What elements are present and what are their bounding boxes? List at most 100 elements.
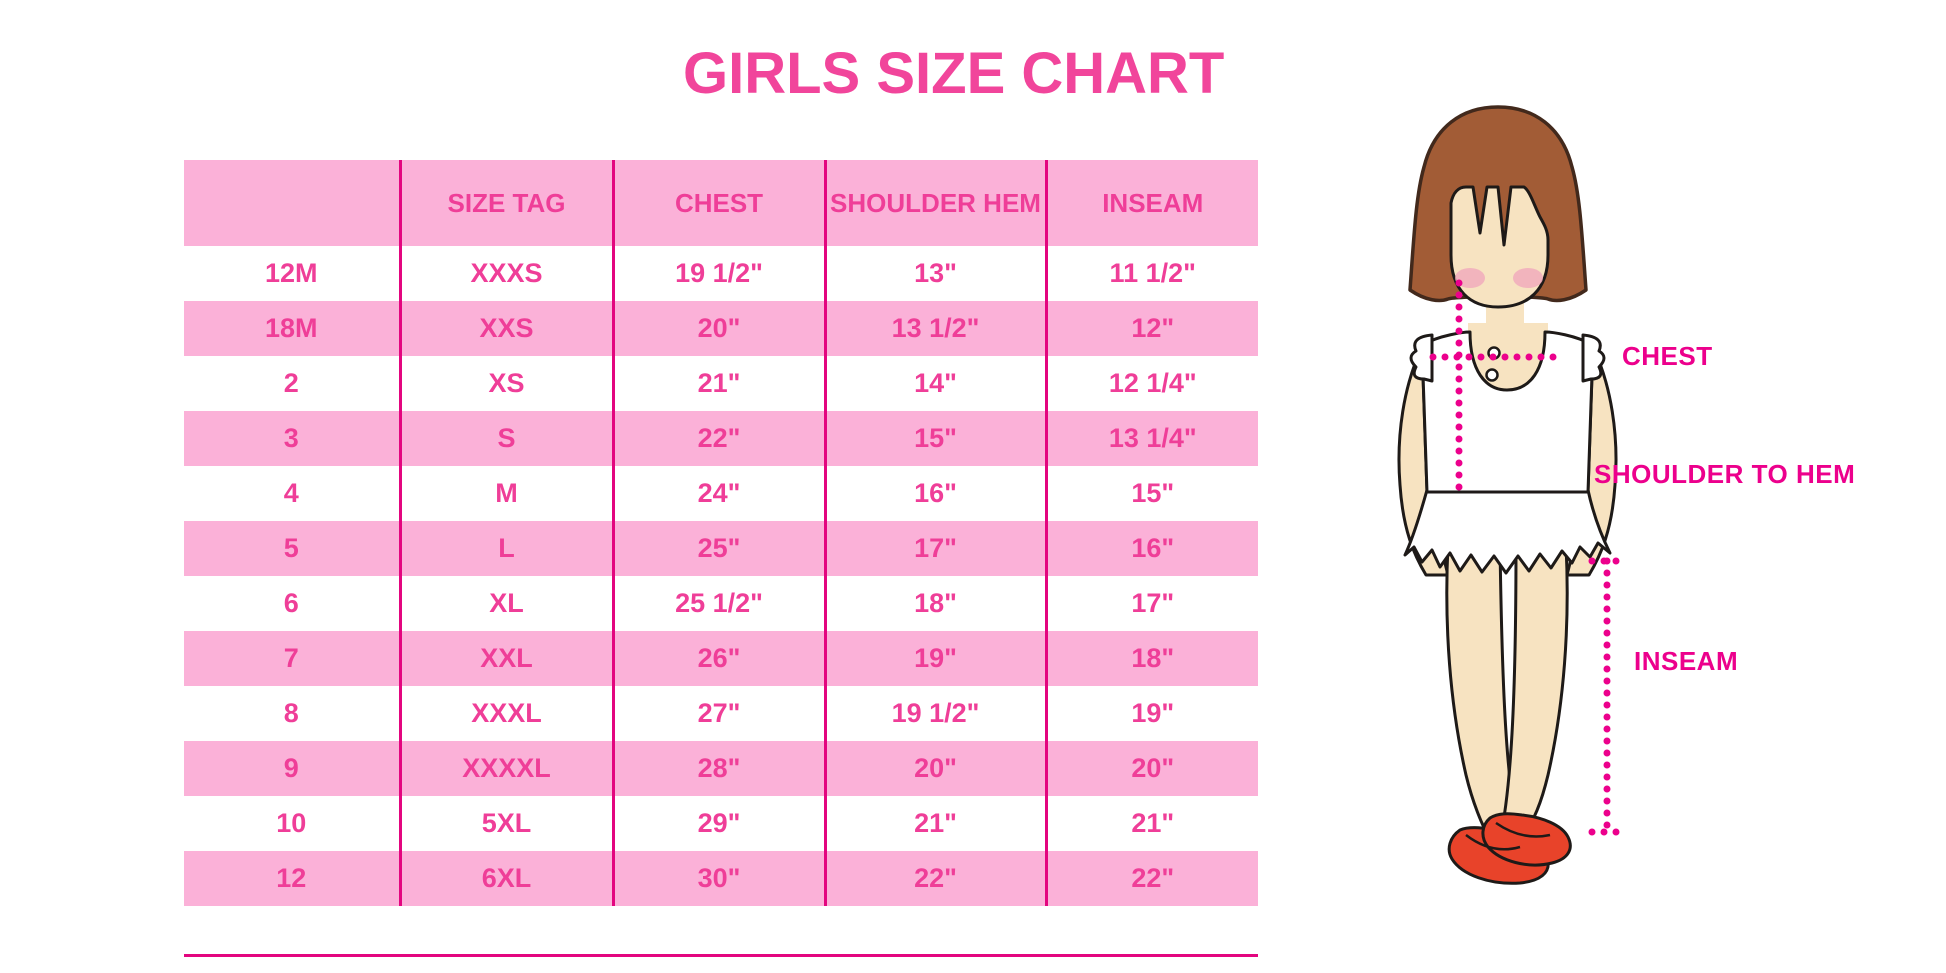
table-cell: 5XL: [400, 796, 615, 851]
page-title: GIRLS SIZE CHART: [683, 41, 1225, 106]
table-cell: 18": [1131, 643, 1175, 673]
column-header: [184, 160, 402, 246]
table-row: 10 5XL 29" 21" 21": [184, 796, 1258, 851]
size-table: SIZE TAG CHEST SHOULDER HEM INSEAM 12M XXXS 1…: [184, 160, 1258, 906]
table-cell: 9: [184, 741, 402, 796]
table-cell: 22": [825, 851, 1048, 906]
size-table-header: SIZE TAG CHEST SHOULDER HEM INSEAM: [184, 160, 1258, 246]
table-cell: S: [400, 411, 615, 466]
girl-face: [1449, 185, 1550, 309]
table-cell: 7: [184, 631, 402, 686]
table-cell: 21": [613, 356, 827, 411]
table-cell: 17": [1131, 588, 1175, 618]
table-row: 8 XXXL 27" 19 1/2" 19": [184, 686, 1258, 741]
table-cell: 29": [613, 796, 827, 851]
girl-arm-left: [1397, 345, 1450, 577]
table-row: 6 XL 25 1/2" 18" 17": [184, 576, 1258, 631]
measurement-guides: [1429, 279, 1626, 836]
chest-label: CHEST: [1622, 341, 1713, 371]
table-cell: 18": [825, 576, 1048, 631]
table-bottom-rule: [184, 954, 1258, 957]
girl-illustration-svg: [1397, 105, 1626, 885]
table-row: 18M XXS 20" 13 1/2" 12": [184, 301, 1258, 356]
table-cell: 22": [613, 411, 827, 466]
table-cell: 16": [825, 466, 1048, 521]
girl-leg-right: [1498, 543, 1569, 841]
table-cell: XL: [400, 576, 615, 631]
table-cell: XXS: [400, 301, 615, 356]
table-cell: M: [400, 466, 615, 521]
table-cell: 13 1/2": [825, 301, 1048, 356]
table-cell: XXXL: [400, 686, 615, 741]
table-cell: 3: [184, 411, 402, 466]
table-row: 5 L 25" 17" 16": [184, 521, 1258, 576]
table-cell: 20": [1131, 753, 1175, 783]
table-cell: 12": [1131, 313, 1175, 343]
table-cell: 8: [184, 686, 402, 741]
girl-ruffle-left: [1409, 333, 1434, 383]
table-cell: 19 1/2": [825, 686, 1048, 741]
table-cell: 10: [184, 796, 402, 851]
table-cell: XS: [400, 356, 615, 411]
shoulder-to-hem-label: SHOULDER TO HEM: [1594, 459, 1856, 489]
table-cell: XXL: [400, 631, 615, 686]
table-cell: 22": [1131, 863, 1175, 893]
girl-blush-right: [1513, 268, 1543, 288]
table-cell: 13 1/4": [1108, 423, 1197, 453]
column-header: SIZE TAG: [400, 160, 615, 246]
table-cell: 18M: [184, 301, 402, 356]
table-row: 12M XXXS 19 1/2" 13" 11 1/2": [184, 246, 1258, 301]
table-cell: 17": [825, 521, 1048, 576]
table-cell: 14": [825, 356, 1048, 411]
table-cell: 21": [825, 796, 1048, 851]
table-cell: 30": [613, 851, 827, 906]
table-cell: 27": [613, 686, 827, 741]
column-header: CHEST: [613, 160, 827, 246]
table-cell: 26": [613, 631, 827, 686]
table-cell: 19": [825, 631, 1048, 686]
table-cell: 6XL: [400, 851, 615, 906]
table-cell: 12M: [184, 246, 402, 301]
table-cell: 24": [613, 466, 827, 521]
table-cell: 4: [184, 466, 402, 521]
table-cell: 19 1/2": [613, 246, 827, 301]
table-cell: 20": [825, 741, 1048, 796]
table-row: 12 6XL 30" 22" 22": [184, 851, 1258, 906]
girl-top-button-2: [1485, 368, 1499, 382]
table-cell: 25": [613, 521, 827, 576]
table-cell: 11 1/2": [1109, 258, 1196, 288]
column-header: INSEAM: [1046, 160, 1258, 246]
table-cell: 28": [613, 741, 827, 796]
table-row: 7 XXL 26" 19" 18": [184, 631, 1258, 686]
girl-arm-right: [1565, 345, 1618, 577]
table-cell: 5: [184, 521, 402, 576]
table-cell: L: [400, 521, 615, 576]
table-cell: 20": [613, 301, 827, 356]
column-header: SHOULDER HEM: [825, 160, 1048, 246]
table-row: 3 S 22" 15" 13 1/4": [184, 411, 1258, 466]
table-cell: 12 1/4": [1108, 368, 1197, 398]
girl-illustration: [1370, 85, 1946, 915]
inseam-label: INSEAM: [1634, 646, 1739, 676]
table-row: 4 M 24" 16" 15": [184, 466, 1258, 521]
table-row: 9 XXXXL 28" 20" 20": [184, 741, 1258, 796]
table-cell: 19": [1131, 698, 1175, 728]
girl-top: [1420, 330, 1595, 494]
size-table-body: 12M XXXS 19 1/2" 13" 11 1/2" 18M XXS 20" 13 1/2"…: [184, 246, 1258, 906]
table-cell: XXXS: [400, 246, 615, 301]
table-cell: 2: [184, 356, 402, 411]
girl-ruffle-right: [1581, 333, 1606, 383]
table-cell: 15": [825, 411, 1048, 466]
table-cell: 12: [184, 851, 402, 906]
table-cell: 21": [1131, 808, 1175, 838]
table-cell: 25 1/2": [613, 576, 827, 631]
table-cell: 13": [825, 246, 1048, 301]
girl-shoe-straps: [1465, 821, 1551, 851]
table-cell: 16": [1131, 533, 1175, 563]
table-cell: 6: [184, 576, 402, 631]
table-cell: 15": [1131, 478, 1175, 508]
table-row: 2 XS 21" 14" 12 1/4": [184, 356, 1258, 411]
girl-skirt: [1403, 488, 1612, 575]
table-cell: XXXXL: [400, 741, 615, 796]
